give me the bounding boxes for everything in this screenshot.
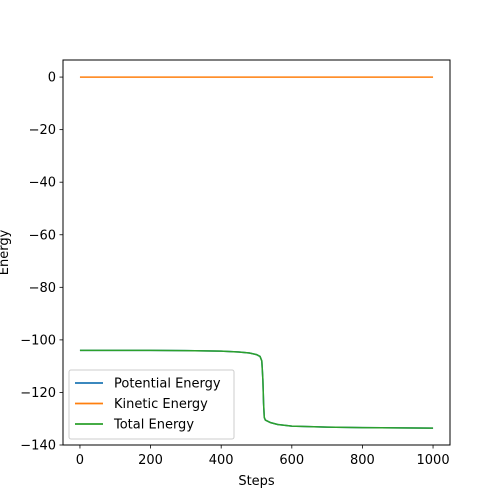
y-tick-label: −40 <box>29 176 56 191</box>
legend-label-1: Kinetic Energy <box>114 397 208 412</box>
y-tick-label: −60 <box>29 228 56 243</box>
legend-label-0: Potential Energy <box>114 377 221 392</box>
y-tick-label: −120 <box>20 386 56 401</box>
y-axis-ticks: 0 −20 −40 −60 −80 −100 −120 −140 <box>20 71 63 454</box>
y-tick-label: −140 <box>20 439 56 454</box>
axes-frame <box>62 59 451 446</box>
x-axis-label: Steps <box>238 474 275 489</box>
y-tick-label: −100 <box>20 333 56 348</box>
x-tick-label: 200 <box>138 453 163 468</box>
x-tick-label: 1000 <box>417 453 450 468</box>
legend-box <box>68 369 235 440</box>
y-tick-label: 0 <box>48 71 56 86</box>
x-axis-ticks: 0 200 400 600 800 1000 <box>76 445 450 468</box>
y-tick-label: −20 <box>29 123 56 138</box>
x-tick-label: 0 <box>76 453 84 468</box>
x-tick-label: 800 <box>350 453 375 468</box>
plot-lines <box>79 76 434 429</box>
y-tick-label: −80 <box>29 281 56 296</box>
legend-label-2: Total Energy <box>113 418 194 433</box>
legend: Potential Energy Kinetic Energy Total Ener… <box>68 369 235 440</box>
x-tick-label: 400 <box>209 453 234 468</box>
y-axis-label: Energy <box>0 229 12 275</box>
series-line-2 <box>79 349 434 429</box>
x-tick-label: 600 <box>279 453 304 468</box>
